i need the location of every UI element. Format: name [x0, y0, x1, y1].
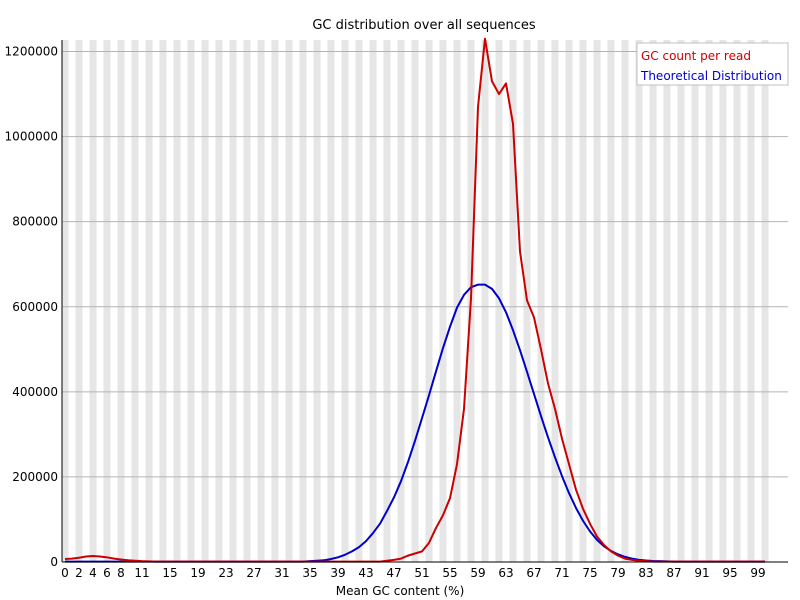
x-tick-label: 83	[638, 566, 653, 580]
legend-entry-gc-count: GC count per read	[641, 49, 751, 63]
legend-entry-theoretical: Theoretical Distribution	[640, 69, 782, 83]
background-band	[677, 40, 685, 562]
x-axis-label: Mean GC content (%)	[336, 584, 465, 598]
background-band	[383, 40, 391, 562]
background-band	[103, 40, 111, 562]
background-band	[411, 40, 419, 562]
background-band	[327, 40, 335, 562]
background-band	[607, 40, 615, 562]
background-band	[369, 40, 377, 562]
background-band	[299, 40, 307, 562]
background-band	[257, 40, 265, 562]
x-tick-label: 87	[666, 566, 681, 580]
x-tick-label: 47	[386, 566, 401, 580]
background-band	[145, 40, 153, 562]
background-band	[271, 40, 279, 562]
background-band	[75, 40, 83, 562]
y-tick-label: 600000	[12, 300, 58, 314]
x-tick-label: 11	[134, 566, 149, 580]
background-band	[593, 40, 601, 562]
background-band	[621, 40, 629, 562]
background-band	[705, 40, 713, 562]
background-band	[215, 40, 223, 562]
x-tick-label: 31	[274, 566, 289, 580]
x-tick-label: 71	[554, 566, 569, 580]
x-tick-label: 79	[610, 566, 625, 580]
background-band	[663, 40, 671, 562]
x-tick-label: 75	[582, 566, 597, 580]
x-tick-label: 59	[470, 566, 485, 580]
legend: GC count per read Theoretical Distributi…	[636, 42, 789, 86]
axes	[61, 40, 788, 563]
background-band	[243, 40, 251, 562]
x-tick-label: 63	[498, 566, 513, 580]
background-band	[509, 40, 517, 562]
x-tick-label: 51	[414, 566, 429, 580]
background-band	[355, 40, 363, 562]
background-band	[173, 40, 181, 562]
background-band	[481, 40, 489, 562]
background-band	[201, 40, 209, 562]
background-band	[89, 40, 97, 562]
chart-title: GC distribution over all sequences	[312, 18, 536, 33]
x-tick-labels: 0 2 4 6 8 11 15 19 23 27 31 35 39 43 47 51 55 59 63 67 71 75 7…	[61, 566, 765, 580]
background-band	[453, 40, 461, 562]
y-tick-label: 800000	[12, 215, 58, 229]
x-tick-label: 39	[330, 566, 345, 580]
background-band	[117, 40, 125, 562]
background-band	[425, 40, 433, 562]
background-band	[313, 40, 321, 562]
background-band	[719, 40, 727, 562]
x-tick-label: 6	[103, 566, 111, 580]
x-tick-label: 35	[302, 566, 317, 580]
background-band	[761, 40, 769, 562]
background-band	[285, 40, 293, 562]
background-band	[439, 40, 447, 562]
background-band	[691, 40, 699, 562]
x-tick-label: 15	[162, 566, 177, 580]
background-band	[733, 40, 741, 562]
background-bands	[61, 40, 769, 562]
x-tick-label: 4	[89, 566, 97, 580]
background-band	[565, 40, 573, 562]
x-tick-label: 2	[75, 566, 83, 580]
x-tick-label: 19	[190, 566, 205, 580]
background-band	[159, 40, 167, 562]
y-tick-label: 200000	[12, 470, 58, 484]
y-tick-label: 400000	[12, 385, 58, 399]
background-band	[579, 40, 587, 562]
x-tick-label: 23	[218, 566, 233, 580]
y-tick-label: 1000000	[5, 130, 58, 144]
legend-box	[636, 42, 789, 86]
x-tick-label: 43	[358, 566, 373, 580]
horizontal-gridlines	[62, 51, 788, 478]
x-tick-label: 91	[694, 566, 709, 580]
x-tick-label: 0	[61, 566, 69, 580]
background-band	[397, 40, 405, 562]
background-band	[537, 40, 545, 562]
y-tick-label: 0	[50, 555, 58, 569]
background-band	[187, 40, 195, 562]
background-band	[649, 40, 657, 562]
x-tick-label: 67	[526, 566, 541, 580]
background-band	[229, 40, 237, 562]
x-tick-label: 99	[750, 566, 765, 580]
x-tick-label: 95	[722, 566, 737, 580]
y-tick-labels: 0 200000 400000 600000 800000 1000000 1200000	[5, 45, 58, 569]
x-tick-label: 27	[246, 566, 261, 580]
x-tick-label: 8	[117, 566, 125, 580]
background-band	[551, 40, 559, 562]
background-band	[635, 40, 643, 562]
background-band	[495, 40, 503, 562]
y-tick-label: 1200000	[5, 45, 58, 59]
background-band	[341, 40, 349, 562]
background-band	[747, 40, 755, 562]
background-band	[61, 40, 69, 562]
background-band	[131, 40, 139, 562]
x-tick-label: 55	[442, 566, 457, 580]
